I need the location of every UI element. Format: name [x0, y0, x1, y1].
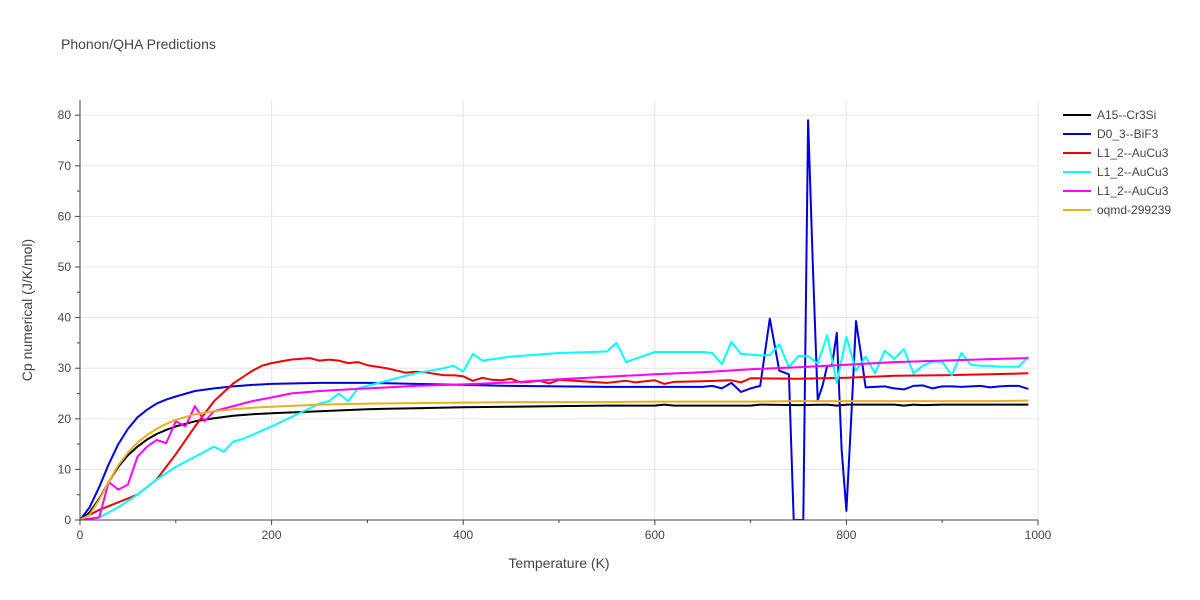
legend-label: L1_2--AuCu3: [1097, 146, 1169, 160]
legend: A15--Cr3Si D0_3--BiF3 L1_2--AuCu3 L1_2--AuC…: [1063, 108, 1171, 217]
x-tick-label: 1000: [1025, 528, 1052, 542]
legend-label: A15--Cr3Si: [1097, 108, 1156, 122]
plot-area: [80, 119, 1030, 520]
y-tick-label: 10: [58, 462, 72, 476]
x-tick-label: 200: [262, 528, 282, 542]
x-tick-label: 800: [836, 528, 856, 542]
series-line-3: [80, 357, 1029, 520]
legend-item[interactable]: L1_2--AuCu3: [1063, 184, 1169, 198]
x-tick-label: 600: [645, 528, 665, 542]
y-tick-label: 30: [58, 361, 72, 375]
y-axis-title: Cp numerical (J/K/mol): [19, 239, 35, 381]
legend-item[interactable]: A15--Cr3Si: [1063, 108, 1156, 122]
axes: 0 200 400 600 800 1000 0 10 20 30 40 50 60 70 80: [58, 100, 1052, 542]
x-axis-title: Temperature (K): [508, 555, 609, 571]
series-line-1: [80, 403, 1029, 520]
legend-item[interactable]: D0_3--BiF3: [1063, 127, 1159, 141]
series-line-4: [80, 334, 1030, 520]
legend-label: L1_2--AuCu3: [1097, 165, 1169, 179]
series-line-6: [80, 399, 1029, 520]
y-tick-label: 20: [58, 412, 72, 426]
legend-item[interactable]: L1_2--AuCu3: [1063, 146, 1169, 160]
legend-item[interactable]: L1_2--AuCu3: [1063, 165, 1169, 179]
y-tick-label: 0: [64, 513, 71, 527]
y-tick-label: 70: [58, 159, 72, 173]
y-tick-label: 40: [58, 311, 72, 325]
grid: [80, 100, 1039, 520]
chart-title: Phonon/QHA Predictions: [61, 36, 216, 52]
y-tick-label: 50: [58, 260, 72, 274]
series-line-2: [80, 119, 1029, 520]
series-line-5: [80, 357, 1029, 520]
legend-label: L1_2--AuCu3: [1097, 184, 1169, 198]
y-tick-label: 60: [58, 209, 72, 223]
legend-label: D0_3--BiF3: [1097, 127, 1159, 141]
x-tick-label: 400: [453, 528, 473, 542]
legend-label: oqmd-299239: [1097, 203, 1171, 217]
x-tick-label: 0: [77, 528, 84, 542]
legend-item[interactable]: oqmd-299239: [1063, 203, 1171, 217]
y-tick-label: 80: [58, 108, 72, 122]
